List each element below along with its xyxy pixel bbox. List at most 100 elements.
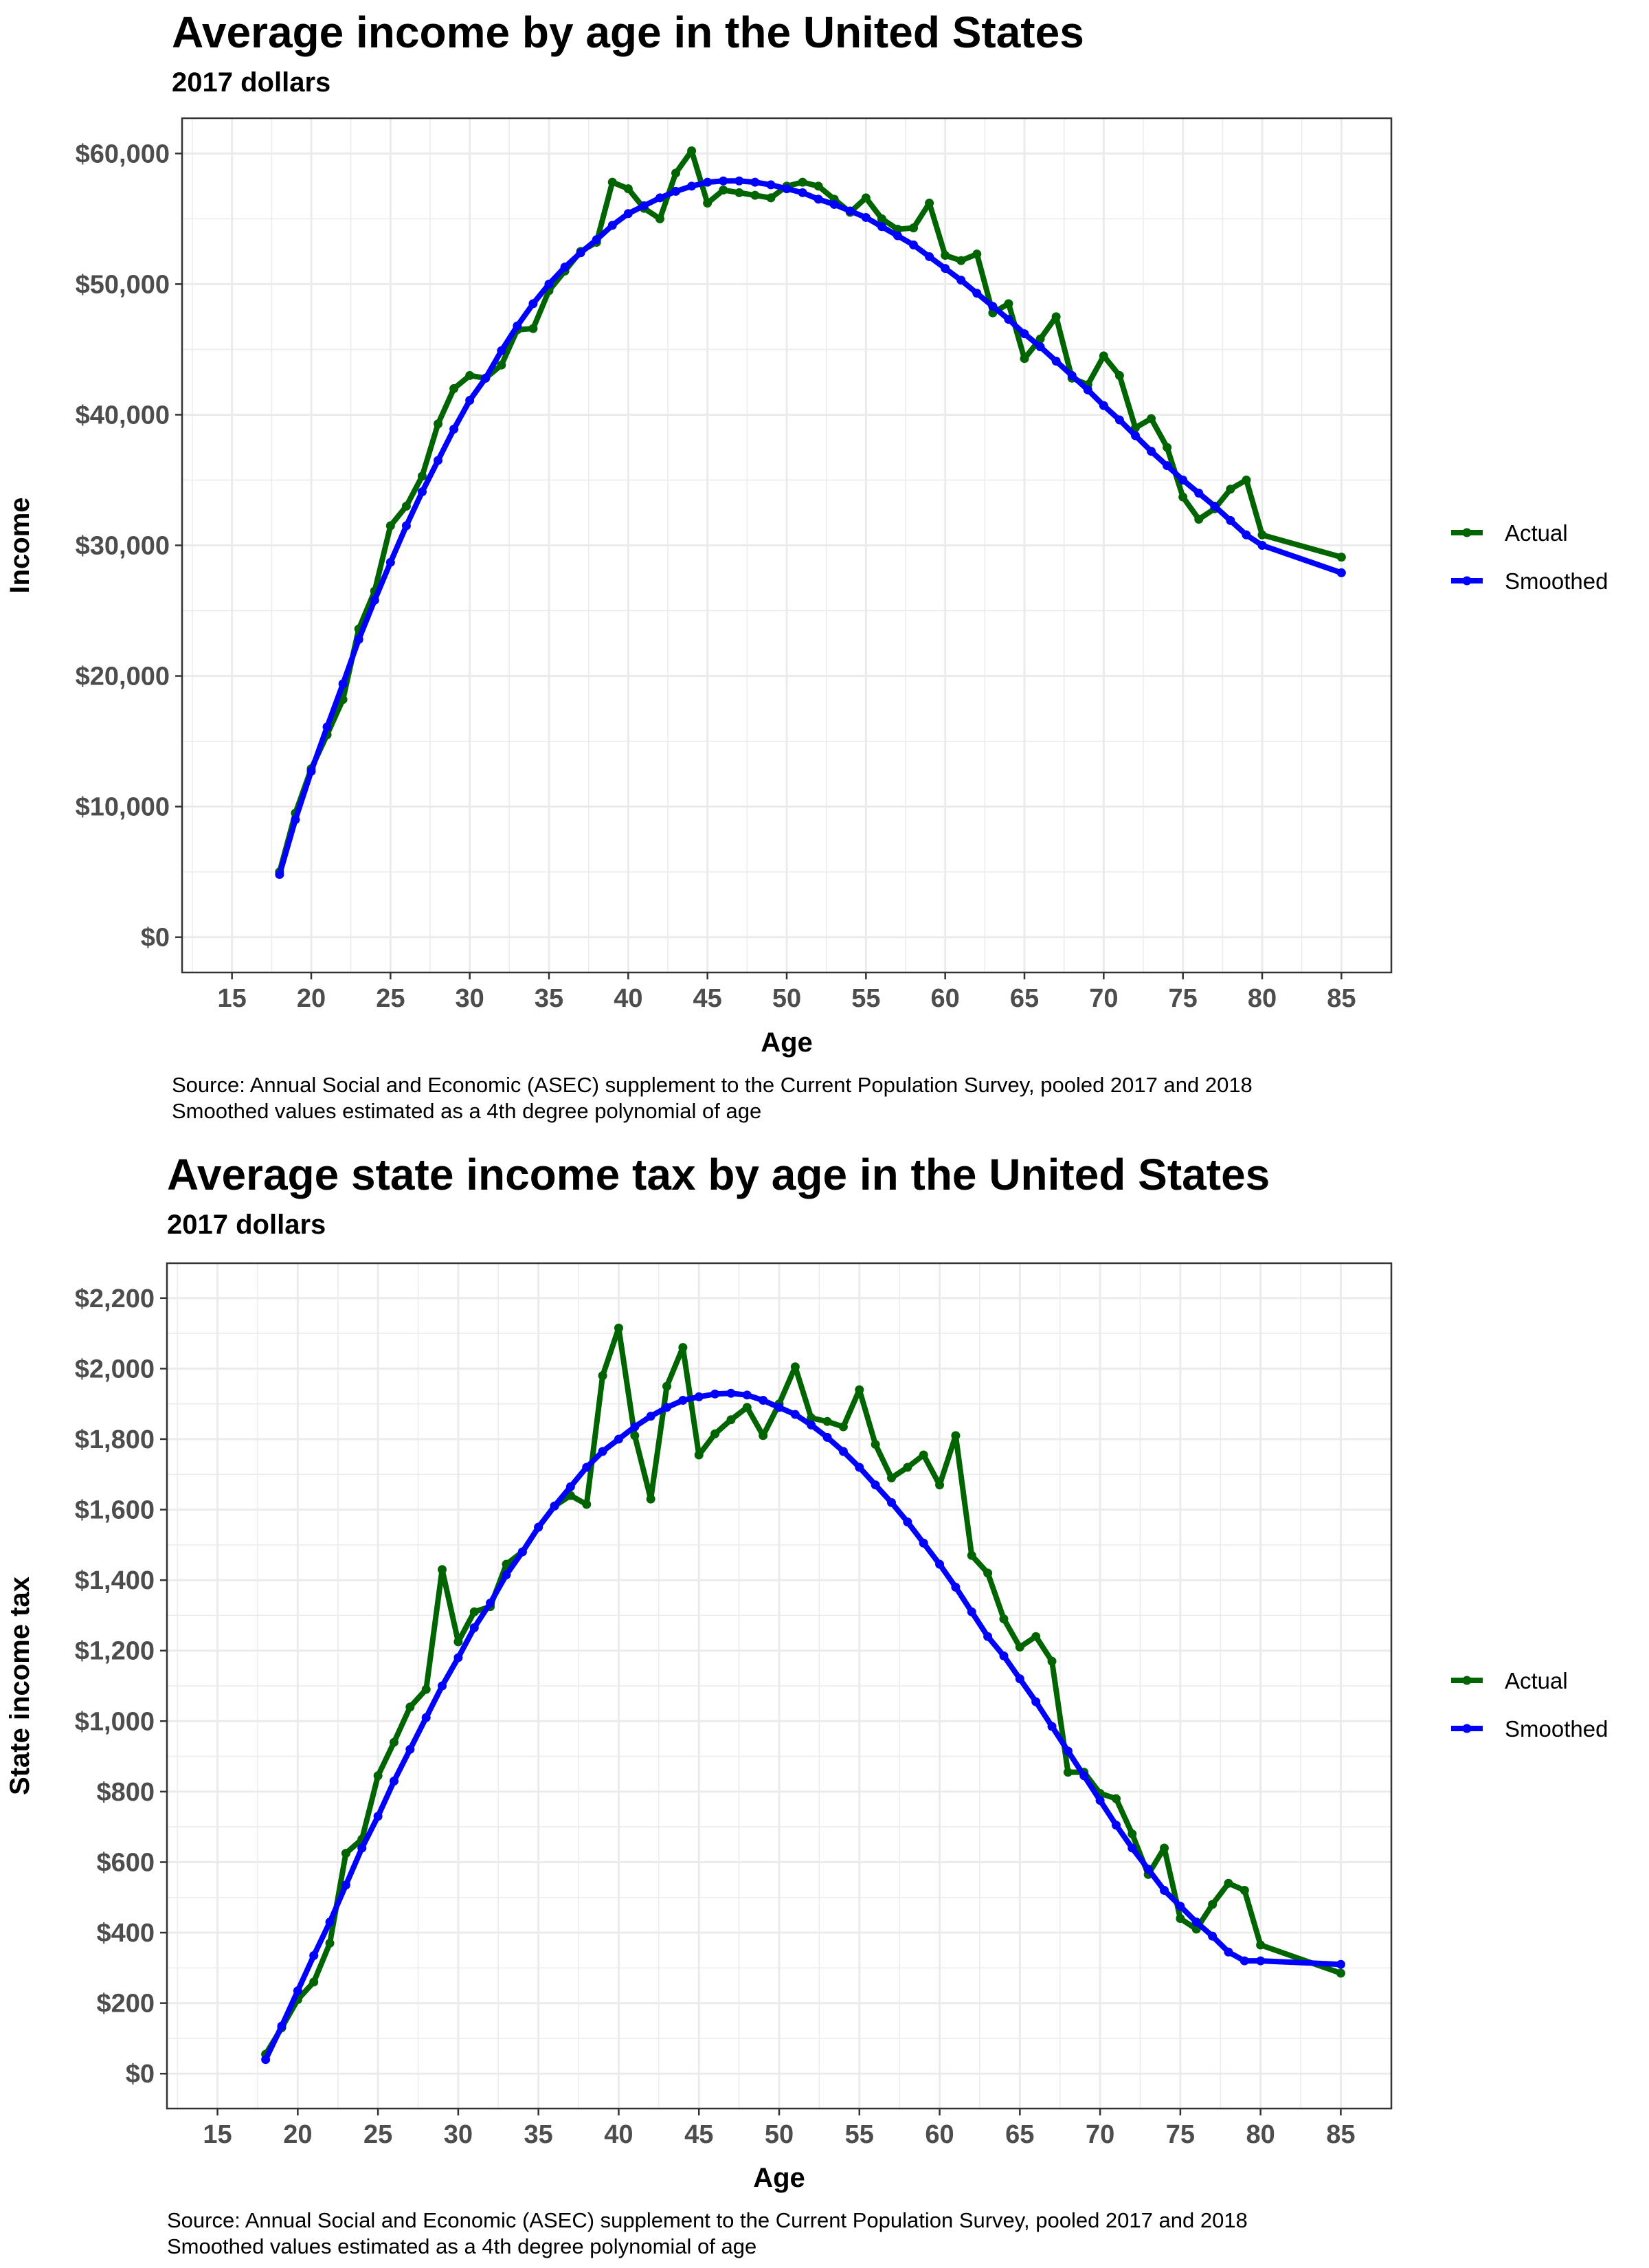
data-point [999,1614,1009,1624]
series-line [276,148,1345,875]
data-point [1128,1843,1137,1853]
data-point [646,1494,655,1504]
data-point [750,190,760,200]
data-point [703,199,713,208]
y-tick-label: $1,200 [75,1637,155,1666]
x-tick-label: 25 [363,2120,392,2149]
x-tick-label: 30 [456,984,484,1013]
data-point [1035,342,1045,352]
y-tick-label: $2,200 [75,1285,155,1313]
data-point [822,1416,832,1426]
data-point [829,199,839,209]
data-point [465,370,475,380]
data-point [528,324,538,333]
x-tick-label: 60 [931,984,960,1013]
data-point [465,396,475,405]
data-point [719,186,728,195]
data-point [469,1623,479,1632]
data-point [983,1568,993,1578]
y-tick-label: $1,000 [75,1707,155,1736]
data-point [710,1429,720,1438]
chart-subtitle: 2017 dollars [172,67,331,98]
x-tick-label: 80 [1248,984,1277,1013]
data-point [417,487,427,497]
data-point [513,321,522,331]
y-axis-title: Income [5,497,35,593]
data-point [341,1849,350,1858]
data-point [322,722,332,732]
data-point [1031,1632,1041,1641]
data-point [886,1473,896,1482]
y-tick-label: $20,000 [76,663,170,691]
x-tick-label: 60 [925,2120,954,2149]
legend-label: Smoothed [1505,568,1608,594]
x-tick-label: 40 [614,984,642,1013]
data-point [1163,443,1172,452]
y-tick-label: $0 [141,924,170,953]
data-point [497,346,506,355]
legend-label: Smoothed [1505,1716,1608,1742]
data-point [807,1413,816,1423]
data-point [845,206,855,216]
data-point [623,184,633,194]
data-point [798,177,807,187]
caption-method: Smoothed values estimated as a 4th degre… [172,1099,762,1123]
x-tick-label: 70 [1086,2120,1114,2149]
data-point [607,221,617,230]
data-point [1015,1643,1024,1652]
data-point [1147,447,1156,456]
data-point [662,1403,672,1412]
data-point [1208,1931,1218,1941]
data-point [893,231,902,241]
data-point [972,249,982,259]
caption-source: Source: Annual Social and Economic (ASEC… [167,2208,1248,2232]
data-point [389,1737,399,1747]
data-point [759,1396,768,1405]
data-point [655,214,664,223]
x-axis-title: Age [753,2163,805,2193]
y-tick-label: $40,000 [76,401,170,430]
x-tick-label: 65 [1010,984,1039,1013]
data-point [710,1389,720,1399]
data-point [598,1447,607,1456]
data-point [1143,1865,1153,1874]
y-tick-label: $1,600 [75,1496,155,1525]
legend-key-point [1462,1676,1472,1685]
data-point [1336,553,1346,562]
data-point [726,1388,736,1398]
y-axis-title: State income tax [5,1577,35,1795]
data-point [1194,488,1204,498]
data-point [1111,1821,1121,1830]
data-point [373,1812,383,1821]
data-point [838,1447,848,1456]
data-point [325,1917,335,1927]
data-point [614,1434,623,1444]
data-point [1257,541,1267,550]
data-point [951,1582,961,1592]
data-point [325,1938,335,1948]
data-point [630,1422,640,1432]
data-point [1051,357,1061,366]
data-point [598,1371,607,1381]
chart-title: Average state income tax by age in the U… [167,1150,1270,1199]
x-tick-label: 20 [297,984,326,1013]
data-point [385,521,395,531]
series-line [276,178,1345,878]
data-point [814,181,823,191]
data-point [486,1598,495,1608]
data-point [385,557,395,567]
data-point [607,177,617,187]
series-smoothed [275,176,1346,879]
data-point [988,302,998,311]
data-point [1031,1697,1041,1706]
data-point [1047,1722,1057,1731]
x-tick-label: 15 [218,984,247,1013]
x-tick-label: 55 [851,984,880,1013]
y-tick-label: $60,000 [76,140,170,168]
data-point [1191,1917,1201,1927]
data-point [1063,1768,1073,1777]
data-point [972,289,982,298]
data-point [614,1323,623,1333]
data-point [1257,530,1267,540]
data-point [449,383,459,393]
